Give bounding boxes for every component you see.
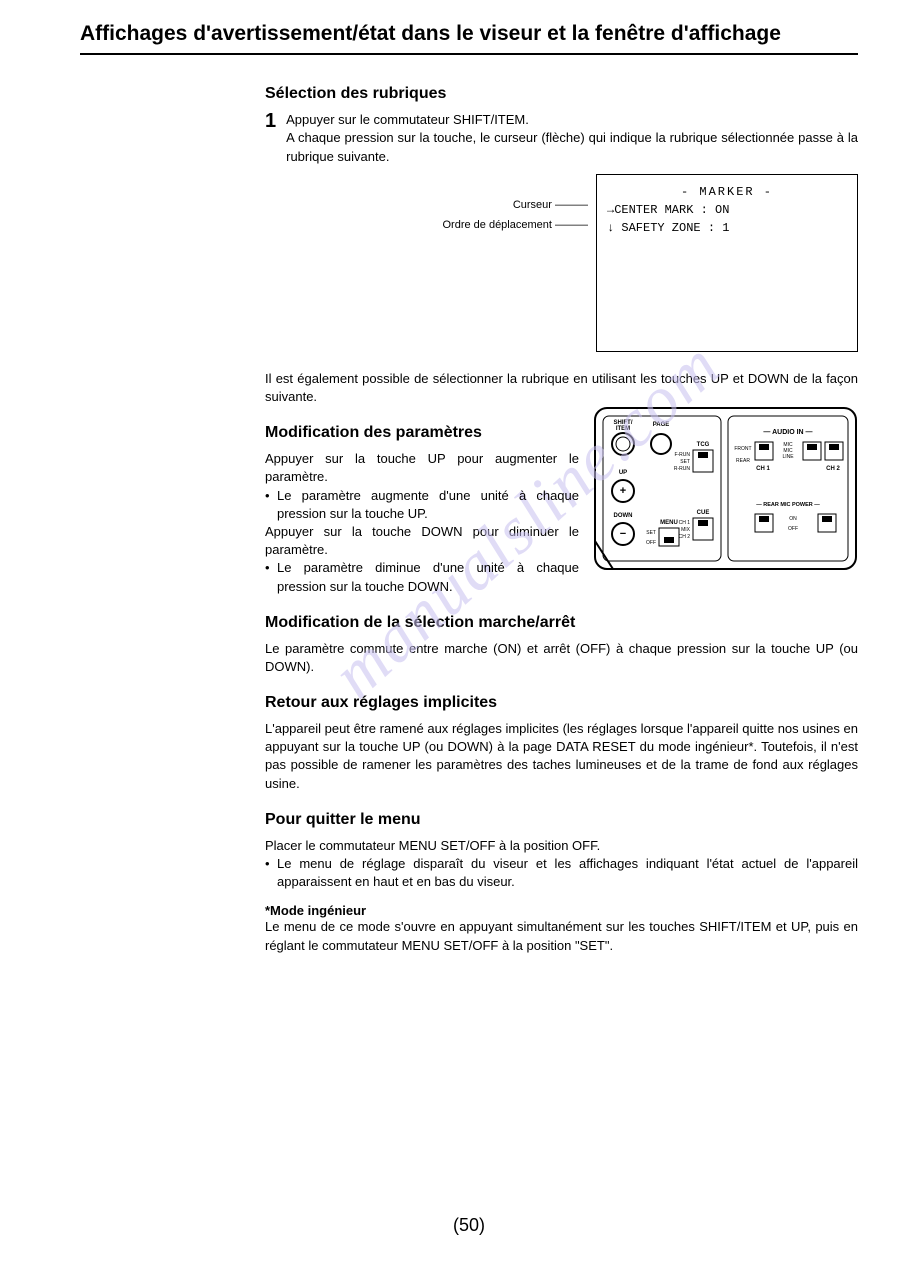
svg-text:CH 1: CH 1 [679,520,691,526]
svg-text:R-RUN: R-RUN [674,466,690,472]
svg-text:ON: ON [789,516,797,522]
svg-text:SET: SET [646,530,656,536]
sec5-heading: Pour quitter le menu [265,811,858,829]
sec1-after: Il est également possible de sélectionne… [265,370,858,406]
sec2-p2: Appuyer sur la touche DOWN pour diminuer… [265,523,579,559]
svg-text:CH 1: CH 1 [756,466,770,472]
svg-text:OFF: OFF [646,540,656,546]
svg-text:MENU: MENU [660,520,678,526]
marker-title: - MARKER - [607,183,847,201]
sec4-heading: Retour aux réglages implicites [265,694,858,712]
sec2-p1: Appuyer sur la touche UP pour augmenter … [265,450,579,486]
label-curseur: Curseur ——— [442,196,588,216]
sec3-p: Le paramètre commute entre marche (ON) e… [265,640,858,676]
svg-text:— AUDIO IN —: — AUDIO IN — [763,429,812,436]
note-head: *Mode ingénieur [265,903,858,918]
marker-row2: ↓ SAFETY ZONE : 1 [607,219,847,237]
sec2-b1: Le paramètre augmente d'une unité à chaq… [265,487,579,523]
svg-text:DOWN: DOWN [614,513,633,519]
svg-text:TCG: TCG [697,442,710,448]
svg-text:LINE: LINE [782,454,794,460]
svg-text:SET: SET [680,459,690,465]
svg-text:OFF: OFF [788,526,798,532]
svg-text:ITEM: ITEM [616,426,630,432]
sec5-b1: Le menu de réglage disparaît du viseur e… [265,855,858,891]
svg-text:CH 2: CH 2 [826,466,840,472]
svg-text:FRONT: FRONT [734,446,751,452]
svg-text:MIX: MIX [681,527,691,533]
title-divider [80,53,858,55]
sec4-p: L'appareil peut être ramené aux réglages… [265,720,858,793]
svg-text:F-RUN: F-RUN [674,452,690,458]
label-ordre: Ordre de déplacement ——— [442,216,588,236]
sec3-heading: Modification de la sélection marche/arrê… [265,614,858,632]
svg-text:CUE: CUE [697,510,710,516]
marker-diagram: Curseur ——— Ordre de déplacement ——— - M… [265,174,858,352]
sec2-heading: Modification des paramètres [265,424,579,442]
sec2-b2: Le paramètre diminue d'une unité à chaqu… [265,559,579,595]
svg-text:−: − [620,528,626,540]
step-line2: A chaque pression sur la touche, le curs… [286,129,858,165]
step-number: 1 [265,111,276,131]
page-title: Affichages d'avertissement/état dans le … [80,20,858,47]
page-number: (50) [80,1215,858,1236]
svg-text:CH 2: CH 2 [679,534,691,540]
svg-text:— REAR MIC POWER —: — REAR MIC POWER — [756,502,820,508]
note-p: Le menu de ce mode s'ouvre en appuyant s… [265,918,858,954]
control-panel-diagram: SHIFT/ ITEM PAGE + UP − DOWN TCG F-RUN S… [593,406,858,571]
marker-row1: →CENTER MARK : ON [607,201,847,219]
step-line1: Appuyer sur le commutateur SHIFT/ITEM. [286,111,858,129]
svg-text:+: + [620,485,626,497]
sec5-p1: Placer le commutateur MENU SET/OFF à la … [265,837,858,855]
svg-text:REAR: REAR [736,458,750,464]
sec1-heading: Sélection des rubriques [265,85,858,103]
svg-text:PAGE: PAGE [653,422,670,428]
svg-text:UP: UP [619,470,627,476]
